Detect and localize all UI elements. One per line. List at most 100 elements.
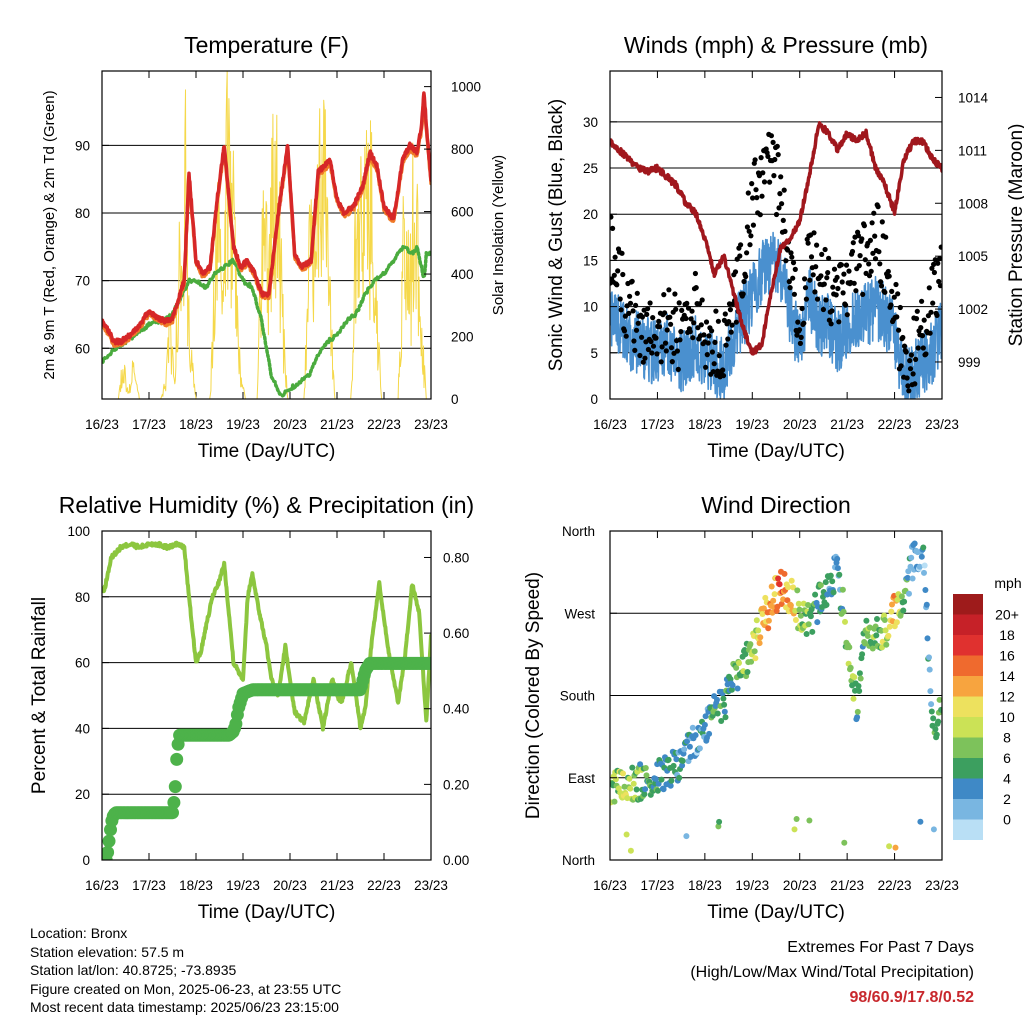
gust-point [668, 345, 675, 351]
gust-point [889, 288, 895, 294]
gust-point [723, 342, 729, 348]
gust-point [743, 273, 749, 280]
gust-point [617, 296, 623, 302]
location-text: Location: Bronx [30, 925, 128, 941]
direction-point [881, 612, 888, 619]
gust-point [849, 248, 856, 255]
gust-point [614, 282, 620, 288]
direction-point [796, 606, 803, 613]
gust-point [699, 297, 705, 303]
gust-point [745, 190, 751, 196]
legend-title: mph [994, 575, 1021, 591]
gust-point [703, 319, 710, 325]
y2-tick-label: 999 [958, 355, 981, 370]
x-tick-label: 19/23 [735, 878, 769, 893]
direction-point [883, 641, 890, 648]
gust-point [905, 383, 911, 389]
x-tick-label: 19/23 [735, 417, 769, 432]
direction-point [642, 786, 649, 793]
direction-point [893, 619, 900, 626]
gust-point [758, 155, 764, 161]
gust-point [820, 306, 827, 313]
direction-point [886, 843, 893, 850]
direction-point [898, 593, 905, 600]
y2-tick-label: 0.20 [443, 777, 469, 792]
y-tick-label: 60 [75, 656, 90, 671]
direction-point [938, 706, 942, 713]
gust-point [618, 307, 624, 313]
direction-point [702, 713, 709, 720]
panel-title: Wind Direction [701, 492, 851, 518]
gust-point [897, 304, 903, 311]
gust-point [639, 334, 645, 340]
direction-point [936, 696, 942, 703]
gust-point [737, 253, 743, 259]
gust-point [687, 329, 693, 335]
gust-point [807, 277, 813, 283]
direction-point [822, 579, 829, 586]
direction-point [807, 613, 814, 620]
gust-point [918, 325, 924, 331]
x-tick-label: 17/23 [641, 417, 675, 432]
gust-point [811, 230, 817, 236]
direction-point [797, 612, 804, 619]
gust-point [883, 234, 889, 240]
direction-point [784, 597, 791, 604]
extremes-values: 98/60.9/17.8/0.52 [849, 989, 974, 1006]
gust-point [839, 279, 845, 285]
x-tick-label: 16/23 [593, 417, 627, 432]
direction-point [792, 617, 799, 623]
gust-point [894, 314, 900, 320]
gust-point [630, 308, 636, 314]
direction-point [834, 555, 841, 562]
y-tick-label: 70 [75, 274, 90, 289]
y-tick-label: 40 [75, 721, 90, 736]
gust-point [931, 261, 937, 267]
gust-point [720, 367, 726, 373]
gust-point [841, 271, 847, 277]
direction-point [722, 714, 729, 721]
gust-point [891, 294, 897, 300]
x-tick-label: 21/23 [830, 417, 864, 432]
gust-point [867, 237, 874, 243]
gust-point [822, 246, 828, 253]
direction-point [859, 651, 866, 658]
gust-point [750, 222, 757, 228]
gust-point [767, 179, 773, 185]
gust-point [908, 352, 915, 358]
gust-point [627, 293, 633, 299]
direction-point [716, 818, 723, 825]
y2-tick-label: 600 [451, 205, 474, 220]
gust-point [691, 320, 697, 326]
direction-point [660, 786, 667, 793]
gust-point [664, 327, 670, 333]
gust-point [782, 228, 788, 234]
direction-point [839, 586, 846, 593]
x-tick-label: 22/23 [878, 878, 912, 893]
direction-point [654, 787, 661, 794]
y-tick-label: 90 [75, 138, 90, 153]
gust-point [757, 212, 763, 218]
direction-point [795, 600, 802, 607]
legend-swatch [953, 819, 983, 840]
gust-point [805, 240, 811, 246]
gust-point [779, 201, 785, 207]
gust-point [710, 369, 716, 375]
gust-point [843, 302, 849, 308]
legend-label: 6 [1003, 750, 1011, 766]
direction-point [933, 731, 940, 738]
gust-point [747, 242, 753, 248]
x-tick-label: 20/23 [783, 417, 817, 432]
direction-point [642, 765, 649, 771]
y-tick-label: North [562, 853, 595, 868]
gust-point [868, 268, 874, 274]
gust-point [856, 263, 862, 269]
panel-title: Winds (mph) & Pressure (mb) [624, 32, 928, 58]
gust-point [741, 278, 747, 285]
direction-point [930, 715, 937, 722]
gust-point [689, 308, 695, 314]
gust-point [759, 193, 765, 199]
direction-point [894, 596, 901, 603]
gust-point [921, 317, 927, 323]
